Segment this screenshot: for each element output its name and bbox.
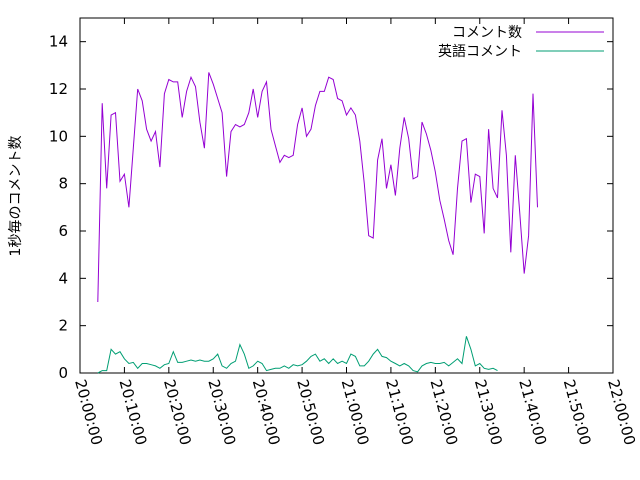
x-tick-label: 21:40:00 (515, 377, 550, 447)
y-tick-label: 10 (49, 127, 68, 145)
y-tick-label: 2 (58, 317, 68, 335)
x-tick-label: 21:10:00 (382, 377, 417, 447)
x-tick-label: 21:50:00 (560, 377, 595, 447)
x-tick-label: 21:20:00 (426, 377, 461, 447)
y-tick-label: 0 (58, 364, 68, 382)
x-tick-label: 21:30:00 (471, 377, 506, 447)
x-tick-label: 22:00:00 (604, 377, 639, 447)
x-tick-label: 20:40:00 (249, 377, 284, 447)
x-tick-label: 20:00:00 (71, 377, 106, 447)
y-tick-label: 8 (58, 175, 68, 193)
series-line-2 (97, 336, 498, 374)
series-layer (97, 72, 538, 374)
y-tick-label: 4 (58, 269, 68, 287)
legend-label: コメント数 (452, 25, 522, 41)
x-tick-label: 21:00:00 (338, 377, 373, 447)
x-tick-label: 20:20:00 (160, 377, 195, 447)
x-axis-ticks: 20:00:00 20:10:00 20:20:00 20:30:00 20:40:00… (71, 18, 639, 447)
y-tick-label: 14 (49, 33, 68, 51)
legend-label: 英語コメント (438, 43, 522, 60)
y-axis-label: 1秒毎のコメント数 (8, 136, 24, 257)
x-tick-label: 20:30:00 (204, 377, 239, 447)
x-tick-label: 20:10:00 (116, 377, 151, 447)
series-line-1 (97, 72, 538, 303)
y-tick-label: 12 (49, 80, 68, 98)
x-tick-label: 20:50:00 (293, 377, 328, 447)
y-tick-label: 6 (58, 222, 68, 240)
plot-frame (79, 17, 614, 374)
y-axis-ticks: 0 2 4 6 8 10 12 14 (49, 33, 613, 382)
